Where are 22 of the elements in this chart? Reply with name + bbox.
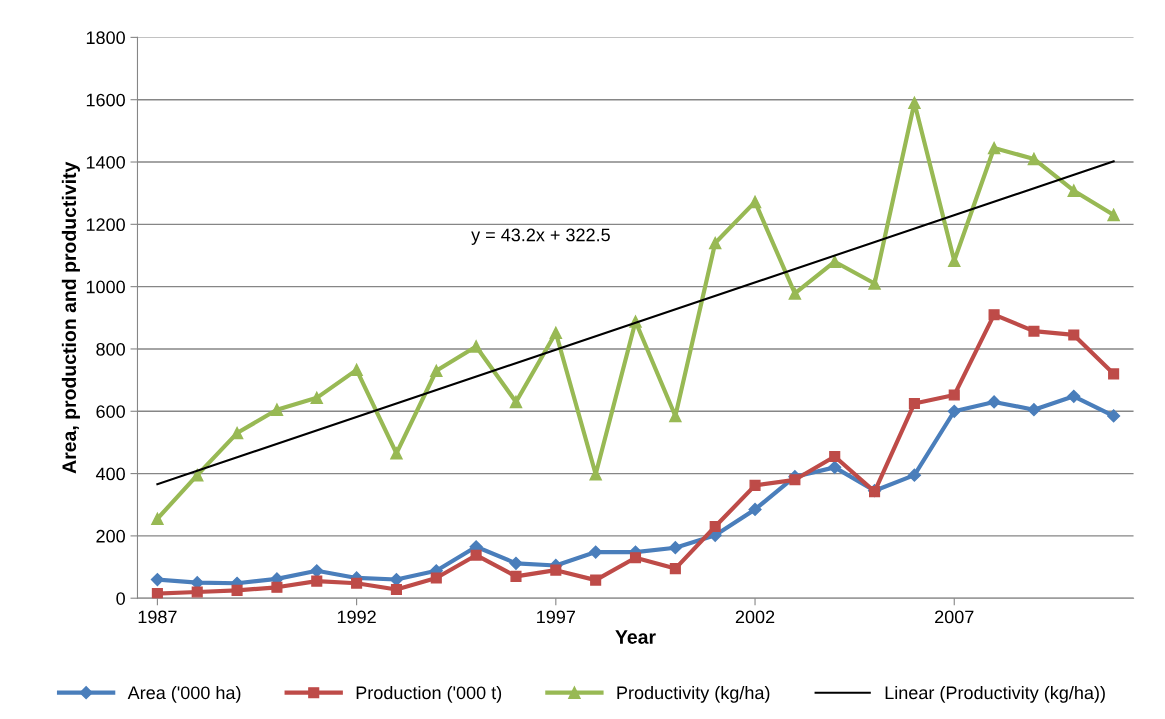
y-tick-label: 0 <box>116 592 125 605</box>
legend-label: Area ('000 ha) <box>127 685 241 703</box>
annotation: y = 43.2x + 322.5 <box>471 228 610 245</box>
y-tick-label: 1800 <box>86 31 125 45</box>
legend-label: Linear (Productivity (kg/ha)) <box>885 685 1105 703</box>
y-tick-label: 1000 <box>86 280 125 294</box>
x-tick-label: 1987 <box>138 610 177 624</box>
y-tick-label: 1400 <box>86 155 125 169</box>
legend-label: Production ('000 t) <box>356 685 502 703</box>
y-tick-label: 800 <box>96 342 125 356</box>
y-tick-label: 1200 <box>86 218 125 232</box>
x-tick-label: 1992 <box>337 610 376 624</box>
y-tick-label: 600 <box>96 405 125 418</box>
y-axis-title: Area, production and productivity <box>61 161 80 474</box>
x-tick-label: 1997 <box>537 610 575 624</box>
y-tick-label: 1600 <box>86 93 125 107</box>
x-axis-title: Year <box>615 630 656 644</box>
y-tick-label: 400 <box>95 467 125 481</box>
x-tick-label: 2007 <box>935 610 974 624</box>
legend-label: Productivity (kg/ha) <box>617 685 770 703</box>
x-tick-label: 2002 <box>735 610 775 624</box>
y-tick-label: 200 <box>96 529 125 543</box>
